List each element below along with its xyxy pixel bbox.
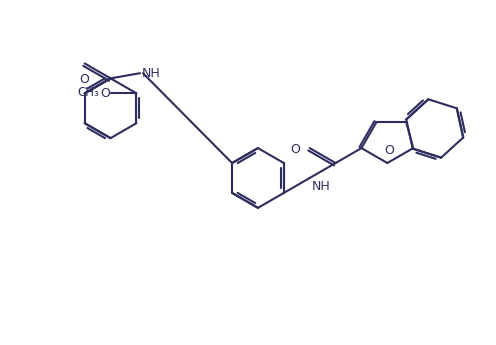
Text: CH₃: CH₃ bbox=[77, 86, 99, 99]
Text: O: O bbox=[290, 142, 300, 156]
Text: O: O bbox=[384, 144, 394, 157]
Text: NH: NH bbox=[311, 180, 330, 193]
Text: O: O bbox=[80, 73, 90, 86]
Text: NH: NH bbox=[142, 67, 161, 80]
Text: O: O bbox=[100, 87, 110, 100]
